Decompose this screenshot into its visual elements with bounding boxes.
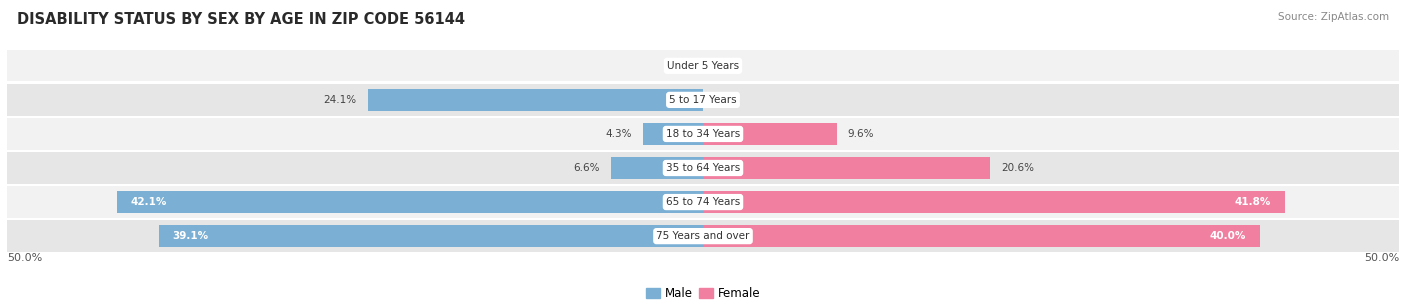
Text: 39.1%: 39.1%	[173, 231, 209, 241]
Text: 20.6%: 20.6%	[1001, 163, 1033, 173]
Text: 18 to 34 Years: 18 to 34 Years	[666, 129, 740, 139]
Text: 40.0%: 40.0%	[1209, 231, 1246, 241]
Bar	[703, 225, 1260, 247]
Text: 5 to 17 Years: 5 to 17 Years	[669, 95, 737, 105]
Text: 42.1%: 42.1%	[131, 197, 167, 207]
Text: 0.0%: 0.0%	[665, 61, 692, 71]
Bar	[643, 123, 703, 145]
Text: 9.6%: 9.6%	[848, 129, 875, 139]
Bar	[7, 221, 1399, 252]
Bar	[159, 225, 703, 247]
Text: 41.8%: 41.8%	[1234, 197, 1271, 207]
Text: DISABILITY STATUS BY SEX BY AGE IN ZIP CODE 56144: DISABILITY STATUS BY SEX BY AGE IN ZIP C…	[17, 12, 465, 27]
Text: 0.0%: 0.0%	[714, 61, 741, 71]
Text: 4.3%: 4.3%	[606, 129, 633, 139]
Bar	[703, 191, 1285, 213]
Bar	[117, 191, 703, 213]
Legend: Male, Female: Male, Female	[641, 282, 765, 304]
Bar	[703, 157, 990, 179]
Text: 65 to 74 Years: 65 to 74 Years	[666, 197, 740, 207]
Text: 6.6%: 6.6%	[574, 163, 600, 173]
Text: 50.0%: 50.0%	[7, 253, 42, 263]
Text: 75 Years and over: 75 Years and over	[657, 231, 749, 241]
Bar	[703, 123, 837, 145]
Bar	[7, 84, 1399, 116]
Text: 35 to 64 Years: 35 to 64 Years	[666, 163, 740, 173]
Bar	[367, 89, 703, 111]
Bar	[7, 118, 1399, 150]
Text: 0.0%: 0.0%	[714, 95, 741, 105]
Bar	[612, 157, 703, 179]
Text: 24.1%: 24.1%	[323, 95, 356, 105]
Text: Under 5 Years: Under 5 Years	[666, 61, 740, 71]
Text: 50.0%: 50.0%	[1364, 253, 1399, 263]
Text: Source: ZipAtlas.com: Source: ZipAtlas.com	[1278, 12, 1389, 22]
Bar	[7, 186, 1399, 218]
Bar	[7, 50, 1399, 81]
Bar	[7, 152, 1399, 184]
